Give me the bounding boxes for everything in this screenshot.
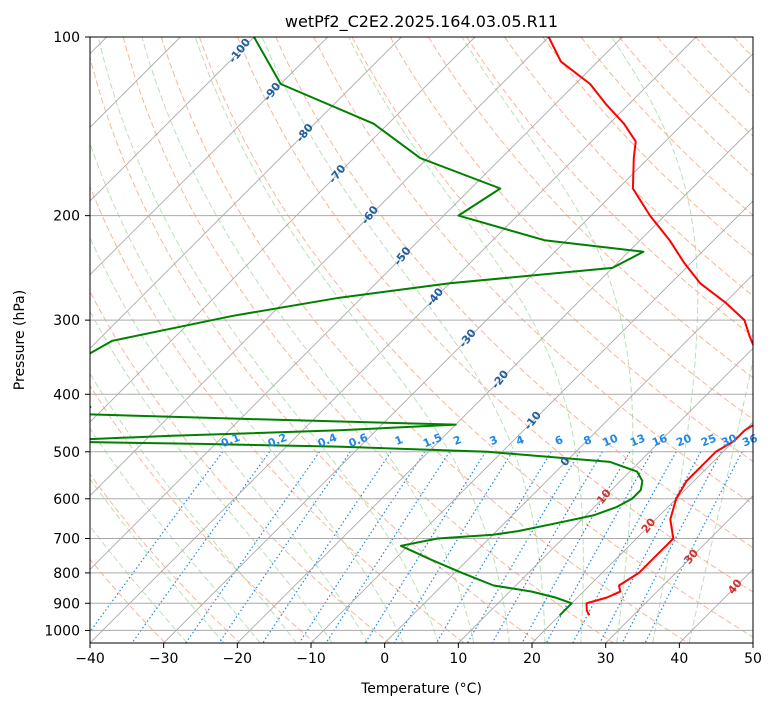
temperature-line (547, 37, 753, 616)
isotherm-line (163, 53, 753, 643)
mixing-ratio-line (262, 451, 392, 643)
dry-adiabat-line (90, 55, 540, 643)
mixing-ratio-line (185, 451, 321, 643)
moist-adiabat-line (97, 37, 439, 643)
mixing-ratio-line (521, 451, 631, 643)
mixing-ratio-line (90, 451, 224, 633)
chart-title: wetPf2_C2E2.2025.164.03.05.R11 (285, 12, 558, 32)
moist-adiabat-line (90, 525, 188, 643)
dry-adiabat-line (90, 290, 390, 643)
isotherm-line (310, 200, 753, 643)
dry-adiabat-line (237, 37, 753, 593)
isotherm-line (90, 37, 549, 497)
moist-adiabat-line (141, 37, 475, 643)
isotherm-line (90, 37, 402, 349)
dry-adiabat-line (313, 37, 753, 505)
y-tick-label: 800 (53, 566, 80, 582)
mixing-ratio-line (621, 451, 722, 643)
y-tick-label: 500 (53, 445, 80, 461)
isotherm-line (90, 37, 255, 202)
dewpoint-line (90, 37, 645, 617)
mixing-ratio-line (218, 451, 351, 643)
isotherm-line (605, 495, 753, 643)
moist-adiabat-line (90, 427, 261, 643)
dry-adiabat-line (504, 37, 753, 297)
x-tick-label: 30 (597, 651, 615, 667)
moist-adiabat-line (261, 37, 546, 643)
moist-adiabat-line (90, 478, 225, 643)
mixing-ratio-label: 1 (393, 433, 405, 448)
moist-adiabat-line (611, 37, 699, 643)
isotherm-line (90, 37, 476, 423)
y-tick-label: 200 (53, 209, 80, 225)
mixing-ratio-label: 20 (674, 432, 693, 450)
moist-adiabat-line (347, 37, 584, 643)
moist-adiabat-line (90, 141, 404, 643)
dry-adiabat-line (90, 473, 241, 643)
y-axis: 100 200 300 400 500 600 700 800 900 1000 (44, 30, 90, 639)
x-tick-label: 40 (670, 651, 688, 667)
dry-adiabat-line (160, 37, 689, 643)
mixing-ratio-line (572, 451, 677, 643)
dry-adiabat-line (466, 37, 753, 338)
isotherm-line (752, 642, 753, 643)
x-tick-label: −10 (296, 651, 326, 667)
isotherm-line (384, 274, 753, 643)
x-tick-label: −30 (149, 651, 179, 667)
isotherm-line (90, 37, 697, 643)
x-tick-label: 20 (523, 651, 541, 667)
mixing-ratio-line (545, 451, 653, 643)
y-tick-label: 100 (53, 30, 80, 46)
x-axis-label: Temperature (°C) (360, 681, 482, 697)
mixing-ratio-label: 36 (740, 432, 759, 450)
mixing-ratio-label: 13 (628, 432, 647, 450)
isotherm-line (531, 421, 753, 643)
isotherm-line (237, 126, 753, 643)
dry-adiabat-line (90, 558, 166, 643)
dry-adiabat-line (275, 37, 753, 549)
x-axis: −40 −30 −20 −10 0 10 20 30 40 50 (75, 643, 762, 667)
x-tick-label: 10 (449, 651, 467, 667)
y-tick-label: 700 (53, 532, 80, 548)
mixing-ratio-line (644, 451, 743, 643)
moist-adiabat-line (90, 372, 297, 643)
y-tick-label: 600 (53, 492, 80, 508)
mixing-ratio-label: 25 (699, 432, 718, 450)
dry-adiabat-line (351, 37, 753, 463)
x-tick-label: 50 (744, 651, 762, 667)
mixing-ratio-label: 10 (601, 432, 620, 450)
mixing-ratio-line (298, 451, 426, 643)
mixing-ratio-label: 3 (488, 433, 500, 448)
background-lines (90, 37, 753, 643)
sounding-lines (90, 37, 753, 617)
x-tick-label: 0 (380, 651, 389, 667)
moist-adiabat-line (90, 236, 369, 643)
y-tick-label: 300 (53, 313, 80, 329)
y-tick-label: 900 (53, 596, 80, 612)
y-tick-label: 1000 (44, 623, 80, 639)
mixing-ratio-label: 16 (650, 432, 669, 450)
mixing-ratio-label: 8 (582, 433, 594, 448)
mixing-ratio-line (435, 451, 552, 643)
isotherm-line (458, 347, 753, 643)
dry-adiabat-line (90, 384, 316, 643)
mixing-ratio-label: 30 (720, 432, 739, 450)
isotherm-line (90, 37, 328, 276)
plot-frame (89, 36, 754, 644)
dry-adiabat-line (122, 37, 614, 643)
y-axis-label: Pressure (hPa) (12, 290, 28, 390)
isotherm-line (90, 37, 623, 570)
dry-adiabat-line (90, 185, 465, 643)
y-tick-label: 400 (53, 387, 80, 403)
x-tick-label: −20 (223, 651, 253, 667)
x-tick-label: −40 (75, 651, 105, 667)
mixing-ratio-label: 2 (451, 433, 463, 448)
